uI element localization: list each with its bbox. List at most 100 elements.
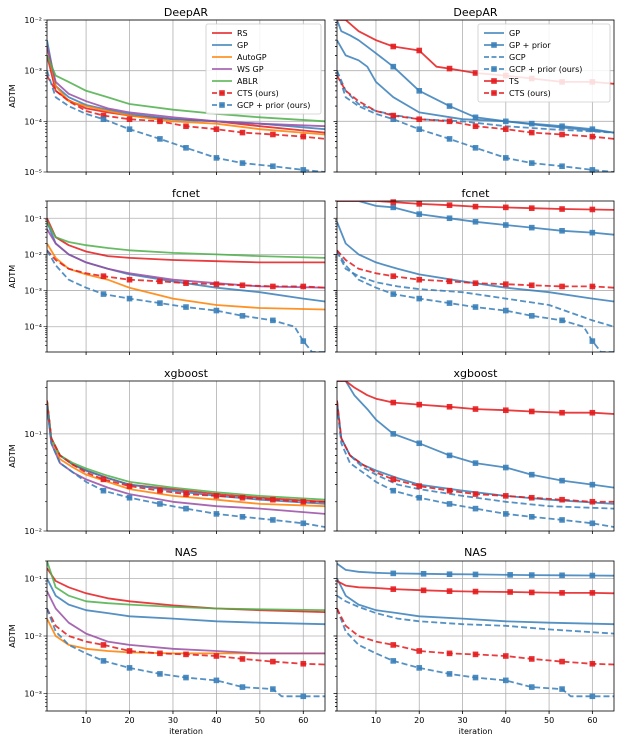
panel-3-series-ablr — [47, 221, 325, 259]
panel-4-marker-gcp-prior-ours-46 — [528, 313, 535, 319]
panel-5-marker-cts-ours-60 — [300, 498, 307, 505]
panel-2-legend-label-gcp: GCP — [509, 53, 526, 62]
panel-1-marker-cts-ours-33 — [183, 123, 189, 130]
panel-1-legend-label-rs: RS — [237, 29, 248, 38]
panel-3-marker-cts-ours-53 — [270, 283, 276, 290]
panel-8-marker-ts-27 — [446, 588, 453, 594]
panel-2-legend: GP GP + prior GCP GCP + prior (ours) TS CTS (… — [477, 23, 611, 103]
panel-7-series-autogp — [47, 618, 325, 655]
panel-2-legend-marker-ts — [491, 78, 497, 84]
panel-4-marker-gcp-prior-ours-20 — [416, 295, 423, 302]
panel-6-marker-ts-46 — [528, 408, 535, 415]
panel-6-marker-gcp-prior-ours-53 — [559, 517, 565, 523]
panel-5-marker-gcp-prior-ours-60 — [300, 520, 307, 527]
panel-8-marker-cts-ours-40 — [502, 653, 509, 659]
panel-8-marker-ts-60 — [589, 590, 596, 596]
panel-2-marker-gp-prior-53 — [559, 123, 565, 130]
panel-2-marker-cts-ours-60 — [589, 133, 596, 140]
panel-1-marker-gcp-prior-ours-40 — [213, 155, 220, 161]
panel-7-marker-gcp-prior-ours-53 — [270, 686, 276, 692]
panel-3-ytick-label: 10⁻³ — [24, 287, 42, 296]
panel-2-marker-cts-ours-14 — [390, 112, 397, 119]
panel-8-marker-cts-ours-33 — [472, 651, 479, 658]
panel-4-marker-gp-prior-14 — [390, 204, 397, 211]
panel-5-series-cts-ours — [47, 400, 325, 503]
panel-5-marker-cts-ours-33 — [183, 491, 189, 497]
panel-4: fcnet — [333, 187, 615, 355]
panel-8-series-gp — [337, 577, 614, 626]
panel-3-marker-cts-ours-33 — [183, 280, 189, 286]
panel-1-legend-label-ws-gp: WS GP — [237, 65, 264, 74]
panel-1-marker-cts-ours-40 — [213, 126, 220, 132]
panel-8-marker-gp-prior-33 — [472, 571, 479, 578]
panel-4-marker-gp-prior-60 — [589, 229, 596, 236]
panel-7-marker-gcp-prior-ours-33 — [183, 674, 189, 681]
panel-2-legend-label-gcp-prior-ours: GCP + prior (ours) — [509, 65, 582, 74]
panel-2-marker-gcp-prior-ours-40 — [502, 155, 509, 161]
panel-8-marker-ts-41 — [507, 589, 513, 595]
panel-7-series-ablr — [47, 561, 325, 612]
panel-6: xgboost — [333, 367, 615, 534]
panel-2-legend-label-gp-prior: GP + prior — [509, 41, 551, 50]
panel-7-title: NAS — [175, 546, 198, 559]
panel-1-marker-cts-ours-14 — [100, 112, 107, 119]
panel-4-marker-gp-prior-40 — [502, 222, 509, 228]
panel-4-marker-ts-53 — [559, 206, 565, 212]
panel-5-marker-gcp-prior-ours-20 — [126, 494, 133, 501]
panel-3-marker-gcp-prior-ours-53 — [270, 317, 276, 324]
panel-8-xtick-label-20: 20 — [414, 716, 424, 725]
panel-3-marker-cts-ours-27 — [157, 278, 163, 285]
panel-6-series-gp — [337, 400, 614, 505]
panel-2-series-gcp — [337, 70, 614, 134]
panel-1-legend-label-cts-ours: CTS (ours) — [237, 89, 279, 98]
panel-8-marker-ts-14 — [390, 586, 397, 592]
panel-2-marker-gp-prior-60 — [589, 126, 596, 132]
panel-5-marker-cts-ours-46 — [239, 494, 246, 501]
panel-8-marker-gp-prior-53 — [559, 572, 565, 579]
panel-4-marker-cts-ours-60 — [589, 283, 596, 290]
panel-8-marker-gp-prior-60 — [589, 572, 596, 579]
panel-8-marker-gcp-prior-ours-53 — [559, 686, 565, 692]
panel-6-marker-gp-prior-20 — [416, 440, 423, 447]
panel-6-marker-gcp-prior-ours-33 — [472, 505, 479, 512]
panel-6-series-ts — [337, 381, 614, 415]
panel-2-marker-gp-prior-27 — [446, 103, 453, 109]
panel-8-marker-gcp-prior-ours-27 — [446, 671, 453, 677]
panel-2-marker-gcp-prior-ours-60 — [589, 167, 596, 173]
panel-4-marker-ts-33 — [472, 203, 479, 210]
panel-6-marker-gp-prior-33 — [472, 460, 479, 466]
panel-4-marker-gp-prior-46 — [528, 224, 535, 231]
panel-7-marker-gcp-prior-ours-46 — [239, 684, 246, 690]
panel-4-marker-gcp-prior-ours-60 — [589, 338, 596, 344]
panel-3-series-rs — [47, 217, 325, 264]
panel-4-marker-cts-ours-40 — [502, 281, 509, 288]
panel-7-marker-gcp-prior-ours-27 — [157, 671, 163, 677]
panel-1-title: DeepAR — [164, 6, 209, 19]
panel-5-marker-gcp-prior-ours-14 — [100, 487, 107, 494]
panel-3-marker-cts-ours-14 — [100, 273, 107, 279]
panel-6-marker-gcp-prior-ours-40 — [502, 511, 509, 517]
panel-6-marker-ts-27 — [446, 403, 453, 410]
panel-1-legend: RS GP AutoGP WS GP ABLR CTS (ours) GCP + prior… — [205, 23, 322, 115]
panel-7-marker-cts-ours-53 — [270, 658, 276, 665]
panel-4-marker-gp-prior-20 — [416, 211, 423, 217]
panel-3-marker-gcp-prior-ours-27 — [157, 300, 163, 306]
panel-8-marker-cts-ours-60 — [589, 660, 596, 667]
panel-4-marker-gp-prior-33 — [472, 218, 479, 225]
panel-2-marker-gp-prior-33 — [472, 114, 479, 121]
panel-3-marker-gcp-prior-ours-46 — [239, 313, 246, 319]
panel-1-ytick-label: 10⁻⁴ — [24, 117, 42, 126]
panel-3-ylabel: ADTM — [8, 265, 17, 289]
panel-3-marker-cts-ours-40 — [213, 281, 220, 288]
panel-8-series-gcp — [337, 594, 614, 635]
panel-1-marker-gcp-prior-ours-60 — [300, 167, 307, 173]
panel-6-marker-gp-prior-14 — [390, 431, 397, 437]
panel-6-marker-gp-prior-27 — [446, 452, 453, 459]
panel-2-legend-marker-gcp-prior-ours — [491, 66, 497, 72]
panel-6-marker-gcp-prior-ours-14 — [390, 487, 397, 494]
panel-6-marker-ts-33 — [472, 406, 479, 412]
panel-7-series-gcp-prior-ours — [47, 608, 325, 698]
panel-2-axes-frame — [336, 19, 615, 173]
panel-8-marker-cts-ours-27 — [446, 650, 453, 657]
panel-1-legend-label-gp: GP — [237, 41, 248, 50]
